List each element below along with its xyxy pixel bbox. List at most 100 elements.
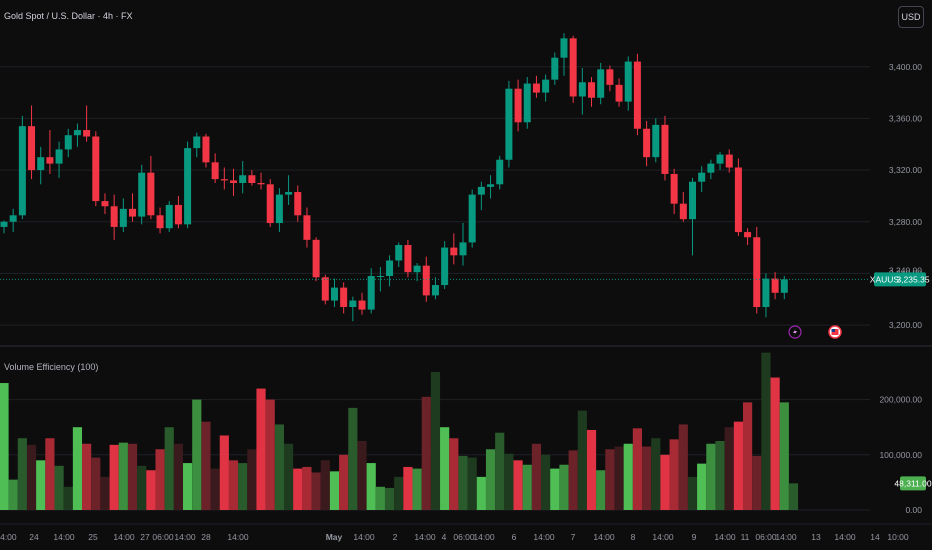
candle-body <box>294 192 302 216</box>
time-axis-tick: 4 <box>442 532 447 542</box>
candle-body <box>744 232 752 238</box>
time-axis-tick: 28 <box>201 532 211 542</box>
volume-bar <box>504 453 514 510</box>
time-axis-tick: 8 <box>631 532 636 542</box>
volume-bar <box>440 427 450 510</box>
volume-bar <box>100 476 110 510</box>
volume-bar <box>72 427 83 510</box>
candle-body <box>257 183 265 185</box>
price-axis-tick: 3,360.00 <box>889 113 922 123</box>
volume-bar <box>522 464 532 510</box>
candle-body <box>184 148 192 225</box>
volume-bar <box>586 429 597 510</box>
price-axis-tick: 3,320.00 <box>889 165 922 175</box>
volume-bar <box>669 439 679 510</box>
time-axis-tick: 9 <box>692 532 697 542</box>
candle-body <box>633 61 641 129</box>
volume-bar <box>118 442 128 510</box>
candle-body <box>83 130 91 137</box>
volume-value-badge <box>900 476 926 491</box>
last-price-badge-text: 3,235.35 <box>896 274 929 284</box>
volume-bar <box>384 487 395 510</box>
time-axis-tick: 2 <box>393 532 398 542</box>
volume-bar <box>531 443 542 510</box>
candle-body <box>119 208 127 227</box>
candle-body <box>551 57 559 80</box>
volume-bar <box>45 438 55 510</box>
candle-body <box>422 265 430 296</box>
volume-bar <box>366 463 376 510</box>
candle-body <box>0 221 8 227</box>
symbol-badge <box>874 272 901 287</box>
candle-body <box>588 82 596 98</box>
volume-bar <box>458 455 468 510</box>
candle-body <box>147 172 155 216</box>
candle-body <box>615 84 623 102</box>
time-axis-tick: 14:00 <box>652 532 674 542</box>
lightning-icon <box>788 325 802 339</box>
volume-bar <box>724 427 734 510</box>
volume-bar <box>238 463 248 510</box>
volume-bar <box>513 460 523 510</box>
volume-bar <box>577 410 587 510</box>
volume-bar <box>219 435 229 510</box>
candle-body <box>450 247 458 256</box>
candle-body <box>624 61 632 102</box>
time-axis-tick: 27 <box>140 532 150 542</box>
volume-axis-tick: 200,000.00 <box>879 395 922 405</box>
candle-body <box>771 278 779 293</box>
candle-body <box>597 69 605 98</box>
us-flag-canton <box>831 329 835 332</box>
candle-body <box>487 184 495 187</box>
candle-body <box>230 180 237 183</box>
volume-bar <box>54 465 64 510</box>
candle-body <box>569 38 577 97</box>
time-axis-tick: 14:00 <box>834 532 856 542</box>
volume-bar <box>17 438 27 510</box>
candle-body <box>496 159 504 185</box>
candle-body <box>606 69 614 85</box>
candle-body <box>661 124 669 174</box>
price-axis-tick: 3,200.00 <box>889 320 922 330</box>
candle-body <box>734 167 742 233</box>
volume-bar <box>228 460 239 510</box>
candle-body <box>193 136 201 149</box>
currency-button[interactable]: USD <box>898 6 924 28</box>
volume-bar <box>155 449 165 510</box>
volume-bar <box>91 457 101 510</box>
volume-bar <box>660 454 670 510</box>
volume-bar <box>192 399 202 510</box>
candle-body <box>652 124 660 158</box>
volume-bar <box>36 460 46 510</box>
volume-bar <box>265 399 275 510</box>
candle-body <box>28 126 36 171</box>
volume-bar <box>201 421 211 510</box>
volume-bar <box>733 421 743 510</box>
volume-bar <box>348 407 358 510</box>
volume-bar <box>320 460 330 510</box>
volume-bar <box>742 402 753 510</box>
price-axis-tick: 3,400.00 <box>889 62 922 72</box>
candle-body <box>689 181 696 220</box>
candle-body <box>211 162 219 180</box>
volume-bar <box>63 486 73 510</box>
volume-bar <box>412 468 422 510</box>
candle-body <box>46 157 54 164</box>
candle-body <box>753 237 761 307</box>
candle-body <box>367 276 375 310</box>
volume-bar <box>357 441 367 510</box>
candle-body <box>762 278 770 307</box>
candle-body <box>285 192 293 195</box>
time-axis-tick: 14:00 <box>353 532 375 542</box>
candle-body <box>523 83 531 123</box>
candle-body <box>679 203 687 220</box>
candle-body <box>340 287 348 307</box>
volume-bar <box>651 438 661 510</box>
time-axis-tick: 10:00 <box>887 532 909 542</box>
candle-body <box>386 260 394 276</box>
candle-body <box>110 206 118 227</box>
candle-body <box>459 242 467 256</box>
time-axis-tick: 14:00 <box>593 532 615 542</box>
candle-body <box>578 82 586 97</box>
